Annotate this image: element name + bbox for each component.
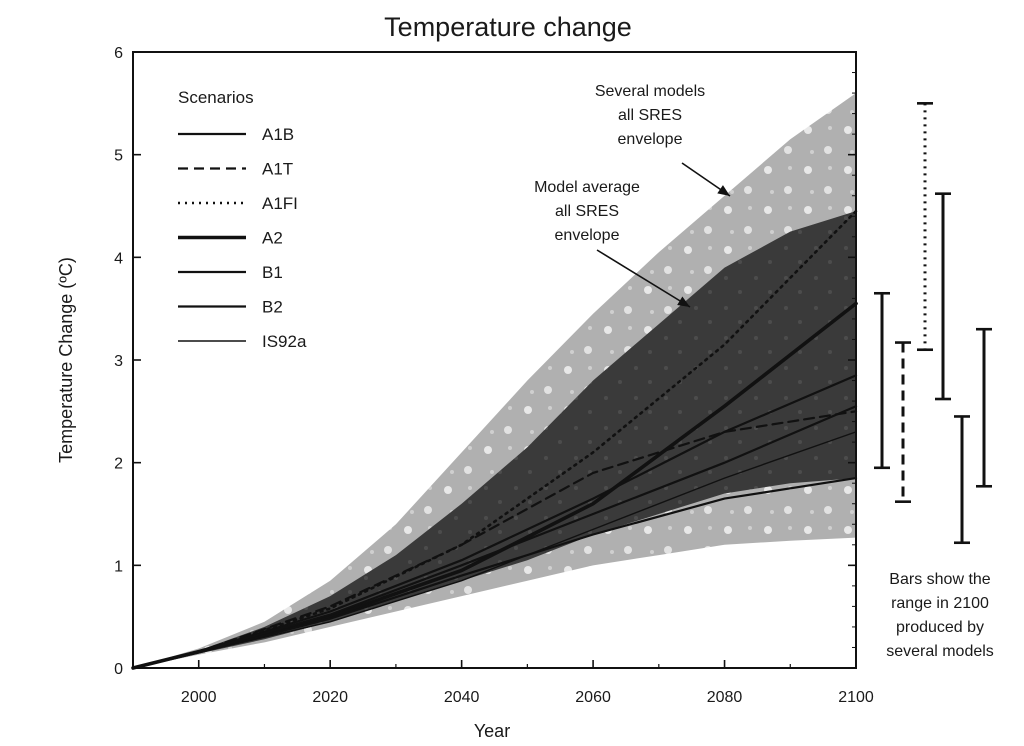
x-tick-label: 2040 <box>444 689 480 706</box>
annotation-several-models-line: all SRES <box>618 107 682 124</box>
series-line-a1fi <box>131 209 858 670</box>
range-bar <box>874 291 890 470</box>
series-line-b2 <box>131 405 858 670</box>
x-tick-label: 2020 <box>312 689 348 706</box>
range-bars-2100 <box>874 102 992 545</box>
annotation-arrow-several-models <box>681 162 731 197</box>
annotation-model-average-line: Model average <box>534 179 640 196</box>
annotation-several-models-line: Several models <box>595 83 705 100</box>
legend-label-a1fi: A1FI <box>262 194 298 213</box>
annotation-arrow-model-average <box>596 249 691 308</box>
series-layer <box>131 209 858 670</box>
legend: Scenarios A1B A1T A1FI A2 B1 B2 IS92a <box>178 88 307 351</box>
y-axis-label: Temperature Change (ºC) <box>56 257 76 463</box>
range-bar <box>917 102 933 352</box>
range-bar <box>895 341 911 503</box>
y-tick-label: 0 <box>114 661 123 678</box>
legend-label-is92a: IS92a <box>262 332 307 351</box>
x-tick-label: 2080 <box>707 689 743 706</box>
annotation-several-models-line: envelope <box>618 131 683 148</box>
annotation-bars-note-line: Bars show the <box>889 571 990 588</box>
envelope-several-models <box>133 93 856 669</box>
annotation-bars-note-line: produced by <box>896 619 984 636</box>
range-bar <box>976 327 992 488</box>
x-tick-label: 2100 <box>838 689 874 706</box>
legend-label-a1t: A1T <box>262 160 293 179</box>
annotation-model-average-line: envelope <box>555 227 620 244</box>
y-tick-label: 2 <box>114 456 123 473</box>
series-line-is92a <box>132 431 857 669</box>
axis-ticks: 2000 2020 2040 2060 2080 2100 0 1 2 3 4 5 6 <box>114 45 874 706</box>
x-axis-label: Year <box>474 721 510 741</box>
annotation-bars-note-line: range in 2100 <box>891 595 989 612</box>
range-bar <box>954 415 970 545</box>
x-tick-label: 2000 <box>181 689 217 706</box>
annotation-model-average-line: all SRES <box>555 203 619 220</box>
legend-label-b2: B2 <box>262 298 283 317</box>
legend-label-b1: B1 <box>262 263 283 282</box>
legend-label-a2: A2 <box>262 229 283 248</box>
y-tick-label: 1 <box>114 558 123 575</box>
y-tick-label: 4 <box>114 250 123 267</box>
y-tick-label: 3 <box>114 353 123 370</box>
range-bar <box>935 192 951 401</box>
envelope-layer <box>133 93 856 669</box>
annotations: Several models all SRES envelope Model aver… <box>534 83 994 660</box>
legend-label-a1b: A1B <box>262 125 294 144</box>
chart-title: Temperature change <box>384 12 632 42</box>
legend-title: Scenarios <box>178 88 254 107</box>
envelope-model-average <box>133 211 856 668</box>
y-tick-label: 5 <box>114 148 123 165</box>
x-tick-label: 2060 <box>575 689 611 706</box>
annotation-bars-note-line: several models <box>886 643 994 660</box>
y-tick-label: 6 <box>114 45 123 62</box>
